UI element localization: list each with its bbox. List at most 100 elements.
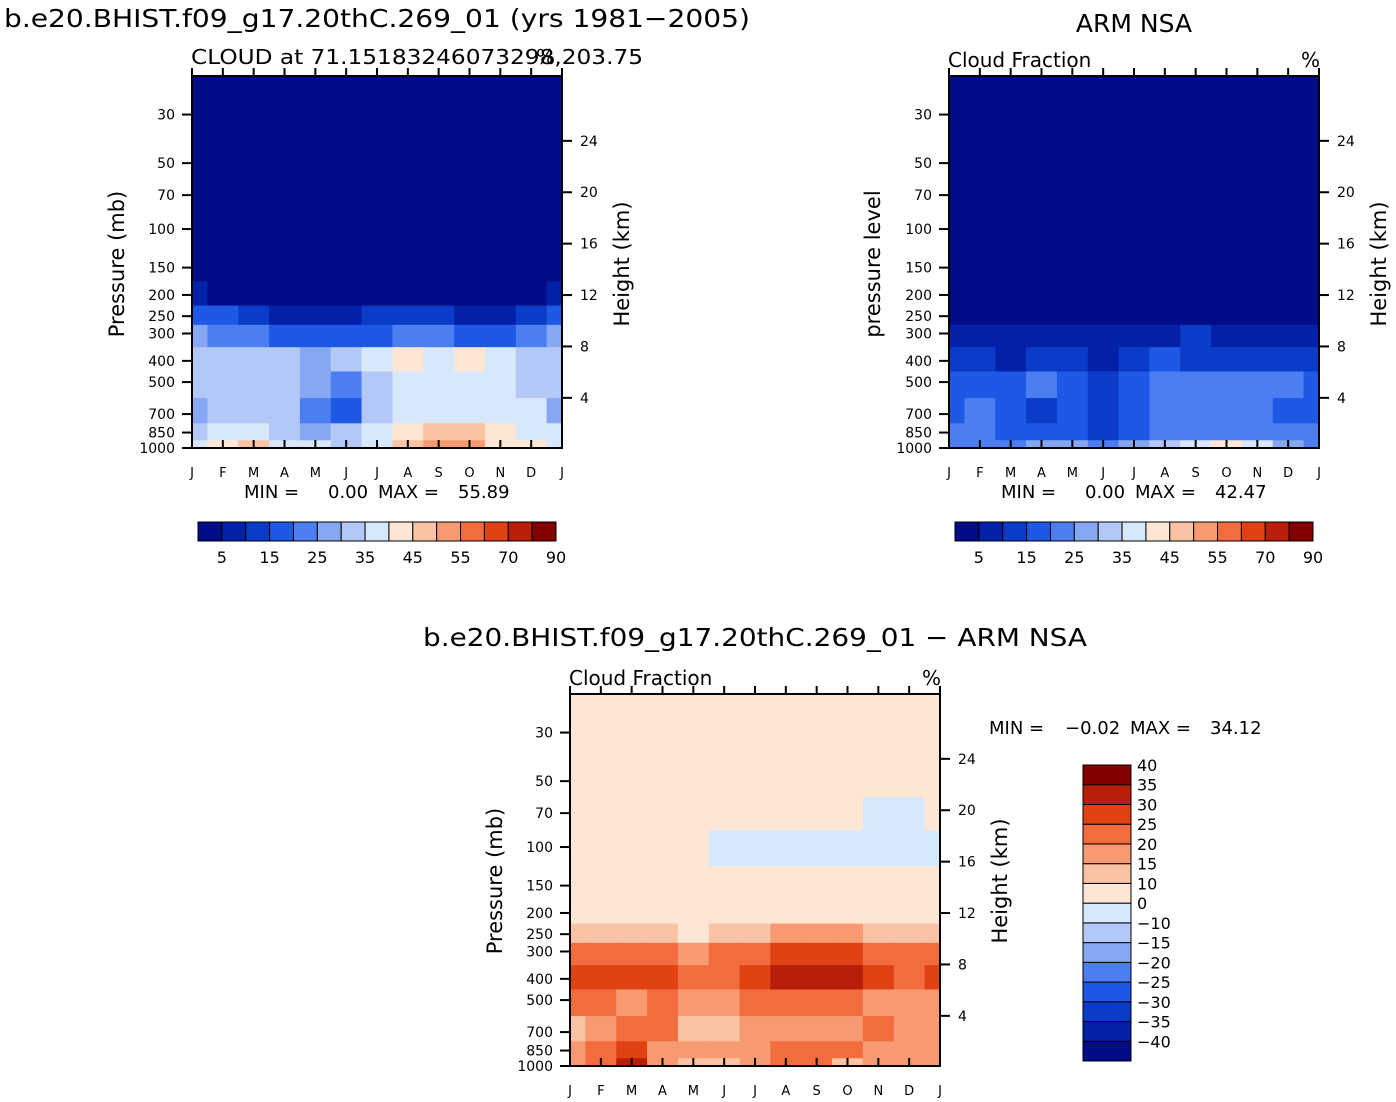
- heatmap-cell: [995, 305, 1027, 326]
- heatmap-cell: [770, 830, 802, 867]
- heatmap-cell: [1026, 398, 1058, 424]
- heatmap-cell: [708, 830, 741, 867]
- heatmap-cell: [269, 179, 301, 213]
- heatmap-cell: [392, 398, 424, 424]
- heatmap-cell: [269, 138, 301, 180]
- heatmap-cell: [995, 248, 1027, 282]
- heatmap-cell: [1303, 423, 1320, 441]
- heatmap-cell: [995, 76, 1027, 140]
- y2-tick-label: 20: [958, 803, 976, 819]
- unit-label: %: [1301, 48, 1320, 72]
- heatmap-cell: [1026, 371, 1058, 399]
- x-tick-label: J: [752, 1084, 757, 1099]
- colorbar-swatch: [507, 521, 533, 542]
- heatmap-cell: [269, 305, 301, 326]
- heatmap-cell: [893, 756, 926, 798]
- heatmap-cell: [423, 371, 455, 399]
- heatmap-cell: [192, 179, 209, 213]
- heatmap-cell: [1272, 212, 1305, 249]
- colorbar-label: 0: [1137, 894, 1147, 913]
- heatmap-cell: [995, 398, 1027, 424]
- heatmap-cell: [299, 281, 332, 307]
- y2-tick-label: 4: [580, 391, 589, 407]
- max-label: MAX =: [1135, 482, 1196, 503]
- heatmap-cell: [1149, 305, 1181, 326]
- heatmap-cell: [770, 694, 802, 758]
- heatmap-cell: [238, 305, 270, 326]
- heatmap-cell: [392, 371, 424, 399]
- heatmap-cell: [770, 989, 802, 1017]
- x-tick-label: O: [464, 466, 474, 481]
- heatmap-cell: [893, 965, 926, 991]
- heatmap-cell: [546, 212, 563, 249]
- heatmap-cell: [616, 989, 648, 1017]
- y-tick-label: 700: [526, 1025, 553, 1041]
- heatmap-cell: [1087, 138, 1120, 180]
- heatmap-cell: [570, 989, 587, 1017]
- heatmap-cell: [238, 138, 270, 180]
- heatmap-cell: [677, 797, 710, 831]
- x-tick-label: J: [1316, 466, 1321, 481]
- contour-cells: [949, 76, 1320, 449]
- panel-subtitle: Cloud Fraction: [948, 48, 1091, 72]
- x-tick-label: F: [219, 466, 226, 481]
- y2-tick-label: 4: [958, 1009, 967, 1025]
- x-tick-label: J: [937, 1084, 942, 1099]
- heatmap-cell: [207, 76, 239, 140]
- heatmap-cell: [708, 989, 741, 1017]
- heatmap-cell: [677, 866, 710, 900]
- heatmap-cell: [1149, 398, 1181, 424]
- y2-tick-label: 12: [580, 288, 598, 304]
- heatmap-cell: [995, 324, 1027, 348]
- heatmap-cell: [1272, 76, 1305, 140]
- heatmap-cell: [1056, 305, 1089, 326]
- colorbar-swatch: [292, 521, 318, 542]
- y-tick-label: 30: [535, 726, 553, 742]
- colorbar-swatch: [1082, 882, 1132, 904]
- heatmap-cell: [392, 281, 424, 307]
- heatmap-cell: [893, 866, 926, 900]
- heatmap-cell: [924, 830, 941, 867]
- heatmap-cell: [269, 324, 301, 348]
- colorbar-swatch: [364, 521, 390, 542]
- heatmap-cell: [770, 965, 802, 991]
- heatmap-cell: [677, 830, 710, 867]
- x-tick-label: J: [374, 466, 379, 481]
- heatmap-cell: [801, 942, 833, 966]
- heatmap-cell: [1056, 371, 1089, 399]
- heatmap-cell: [484, 281, 517, 307]
- heatmap-cell: [299, 398, 332, 424]
- heatmap-cell: [862, 1016, 895, 1042]
- heatmap-cell: [238, 179, 270, 213]
- colorbar-label: −40: [1137, 1032, 1171, 1051]
- heatmap-cell: [964, 138, 996, 180]
- colorbar-swatch: [269, 521, 294, 542]
- heatmap-cell: [1211, 398, 1243, 424]
- heatmap-cell: [330, 281, 363, 307]
- heatmap-cell: [801, 797, 833, 831]
- colorbar-swatch: [245, 521, 271, 542]
- heatmap-cell: [1180, 138, 1212, 180]
- heatmap-cell: [1056, 324, 1089, 348]
- y2-tick-label: 24: [958, 752, 976, 768]
- colorbar-swatch: [1082, 803, 1132, 825]
- heatmap-cell: [1241, 371, 1274, 399]
- contour-cells: [192, 76, 563, 449]
- max-value: 55.89: [458, 482, 510, 503]
- heatmap-cell: [1241, 76, 1274, 140]
- colorbar-swatch: [954, 521, 980, 542]
- heatmap-cell: [585, 830, 617, 867]
- heatmap-cell: [1149, 179, 1181, 213]
- colorbar-swatch: [1082, 922, 1132, 944]
- heatmap-cell: [1211, 423, 1243, 441]
- panel-title: ARM NSA: [1076, 9, 1192, 38]
- colorbar-label: 25: [1064, 548, 1084, 567]
- heatmap-cell: [770, 1041, 802, 1059]
- heatmap-cell: [269, 398, 301, 424]
- panel-subtitle: CLOUD at 71.15183246073298,203.75: [191, 45, 643, 69]
- heatmap-cell: [484, 347, 517, 373]
- panel-model: b.e20.BHIST.f09_g17.20thC.269_01 (yrs 19…: [4, 4, 750, 567]
- heatmap-cell: [1180, 212, 1212, 249]
- y-tick-label: 200: [905, 288, 932, 304]
- heatmap-cell: [192, 212, 209, 249]
